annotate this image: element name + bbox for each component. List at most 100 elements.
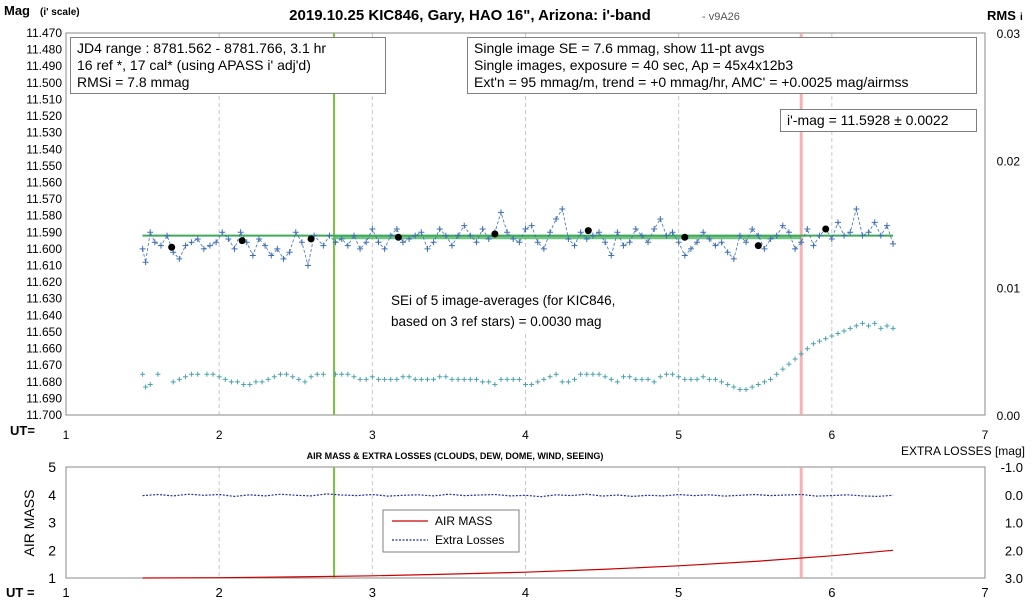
info-box-2-line-2: Single images, exposure = 40 sec, Ap = 4…: [474, 57, 794, 73]
y-right-tick-label: 0.01: [997, 282, 1021, 296]
rms-point: [473, 376, 479, 382]
top-plot-frame: [65, 32, 986, 416]
target-point: [877, 232, 884, 239]
y-right-tick-label: 0.02: [997, 154, 1021, 168]
rms-point: [182, 374, 188, 380]
target-point: [412, 232, 419, 239]
target-point: [528, 222, 535, 229]
y-axis-title-suffix: (i' scale): [40, 7, 80, 18]
rms-point: [547, 374, 553, 380]
target-point: [504, 229, 511, 236]
target-dashed-line: [142, 208, 894, 266]
rms-point: [627, 374, 633, 380]
rms-point: [872, 320, 878, 326]
air-mass-line: [142, 549, 894, 579]
target-point: [147, 229, 154, 236]
rms-point: [633, 376, 639, 382]
bottom-y-tick-label: 4: [48, 487, 56, 503]
rms-point: [480, 379, 486, 385]
target-point: [510, 235, 517, 242]
rms-point: [749, 384, 755, 390]
rms-point: [394, 376, 400, 382]
target-point: [516, 239, 523, 246]
target-point: [448, 242, 455, 249]
rms-point: [835, 331, 841, 337]
target-point: [828, 235, 835, 242]
info-box-1-line-2: 16 ref *, 17 cal* (using APASS i' adj'd): [77, 57, 311, 73]
rms-point: [768, 376, 774, 382]
rms-point: [147, 381, 153, 387]
target-point: [706, 235, 713, 242]
bottom-y-tick-label: 1: [48, 570, 56, 586]
y-tick-label: 11.680: [26, 375, 62, 389]
rms-point: [140, 371, 146, 377]
rms-point: [504, 376, 510, 382]
rms-point: [670, 371, 676, 377]
target-point: [565, 235, 572, 242]
target-point: [213, 239, 220, 246]
target-point: [810, 242, 817, 249]
target-point: [225, 235, 232, 242]
rms-point: [523, 381, 528, 387]
rms-point: [535, 379, 541, 385]
bottom-right-axis-title: EXTRA LOSSES [mag]: [901, 444, 1025, 458]
top-chart-title-suffix: - v9A26: [702, 11, 740, 23]
x-tick-label: 6: [828, 428, 835, 442]
target-point: [883, 222, 890, 229]
y-tick-label: 11.540: [26, 142, 62, 156]
avg-point: [307, 235, 315, 243]
rms-point: [541, 376, 547, 382]
y-tick-label: 11.570: [26, 192, 62, 206]
rms-point: [412, 376, 418, 382]
target-point: [547, 229, 554, 236]
rms-point: [841, 328, 847, 334]
info-box-1-line-3: RMSi = 7.8 mmag: [77, 74, 190, 90]
rms-point: [847, 325, 853, 331]
rms-point: [590, 371, 596, 377]
rms-point: [443, 374, 449, 380]
target-point: [651, 225, 658, 232]
rms-point: [333, 371, 339, 377]
sei-box: SEi of 5 image-averages (for KIC846, bas…: [385, 288, 631, 334]
rms-point: [375, 376, 381, 382]
target-point: [681, 252, 688, 259]
bottom-y-axis-title: AIR MASS: [21, 490, 37, 557]
y-tick-label: 11.690: [26, 391, 62, 405]
rms-point: [228, 379, 234, 385]
target-point: [522, 225, 529, 232]
rms-point: [639, 376, 645, 382]
y-tick-label: 11.550: [26, 159, 62, 173]
target-point: [393, 225, 400, 232]
target-point: [274, 245, 281, 252]
target-point: [219, 229, 226, 236]
target-point: [369, 225, 376, 232]
bottom-y-right-tick-label: -1.0: [1001, 460, 1023, 475]
bottom-y-right-tick-label: 1.0: [1005, 516, 1023, 531]
x-tick-label: 3: [369, 428, 376, 442]
target-point: [859, 232, 866, 239]
target-point: [442, 232, 449, 239]
rms-point: [155, 371, 161, 377]
info-box-1-line-1: JD4 range : 8781.562 - 8781.766, 3.1 hr: [77, 40, 327, 56]
rms-point: [516, 376, 522, 382]
target-point: [430, 239, 437, 246]
y-tick-label: 11.660: [26, 342, 62, 356]
rms-point: [614, 379, 620, 385]
info-box-1: JD4 range : 8781.562 - 8781.766, 3.1 hr …: [70, 37, 386, 94]
rms-point: [890, 325, 896, 331]
rms-point: [584, 371, 590, 377]
rms-point: [284, 371, 290, 377]
sei-line-1: SEi of 5 image-averages (for KIC846,: [391, 293, 616, 308]
info-box-2-line-1: Single image SE = 7.6 mmag, show 11-pt a…: [474, 40, 765, 56]
target-point: [620, 242, 627, 249]
avg-point: [822, 225, 830, 233]
legend-extra-losses-label: Extra Losses: [435, 533, 504, 547]
rms-point: [853, 323, 859, 329]
target-point: [700, 229, 707, 236]
target-point: [626, 239, 633, 246]
target-point: [249, 252, 256, 259]
rms-point: [688, 376, 694, 382]
rms-point: [235, 379, 241, 385]
